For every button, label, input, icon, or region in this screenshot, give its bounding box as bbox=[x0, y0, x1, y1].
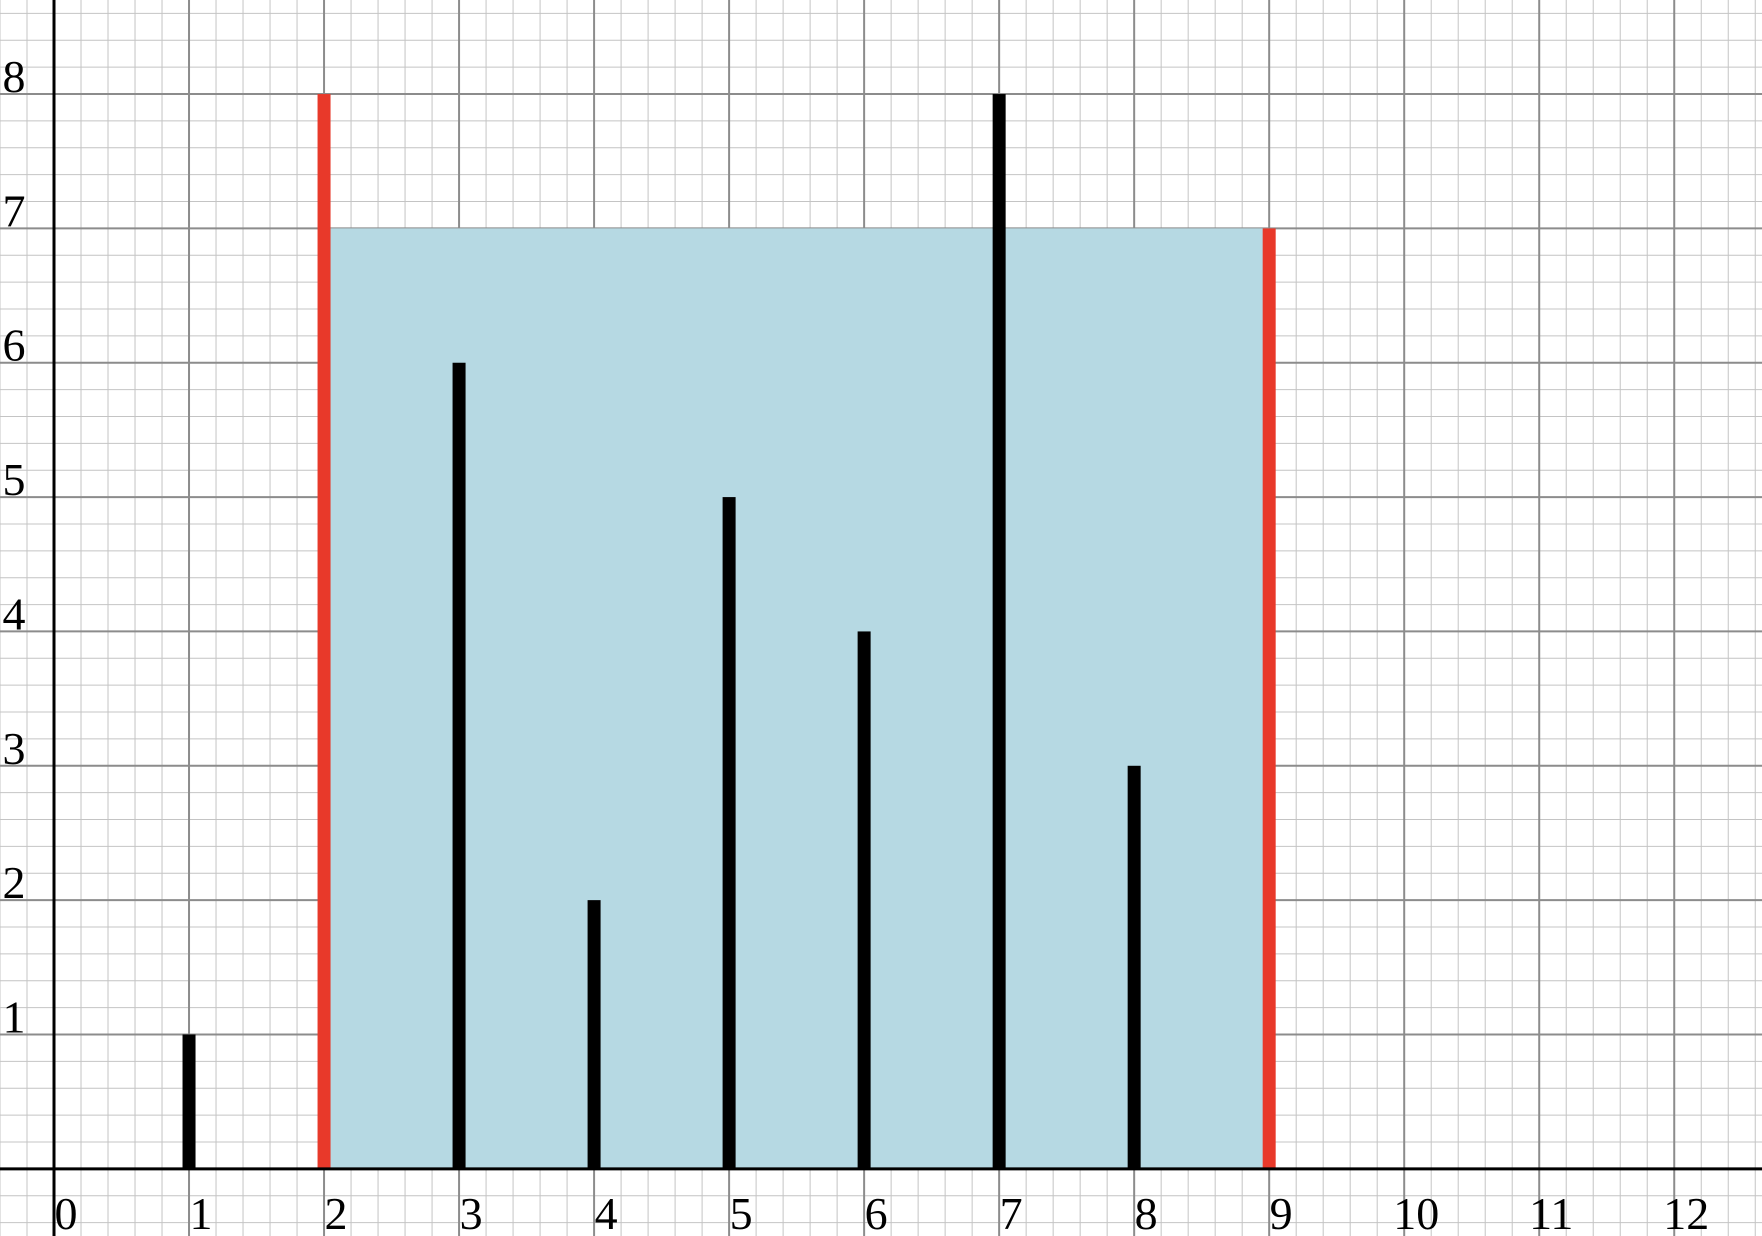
x-tick-label: 1 bbox=[190, 1188, 213, 1236]
bar-6 bbox=[857, 631, 871, 1169]
y-tick-label: 7 bbox=[3, 185, 26, 236]
highlighted-bar-9 bbox=[1262, 228, 1276, 1169]
highlighted-bar-2 bbox=[317, 94, 331, 1169]
x-tick-label: 5 bbox=[730, 1188, 753, 1236]
x-tick-label: 4 bbox=[595, 1188, 618, 1236]
x-tick-label: 2 bbox=[325, 1188, 348, 1236]
y-tick-label: 6 bbox=[3, 320, 26, 371]
y-tick-label: 1 bbox=[3, 991, 26, 1042]
bar-7 bbox=[992, 94, 1006, 1169]
x-tick-label: 6 bbox=[865, 1188, 888, 1236]
x-tick-label: 9 bbox=[1270, 1188, 1293, 1236]
y-tick-label: 3 bbox=[3, 723, 26, 774]
x-tick-label: 8 bbox=[1135, 1188, 1158, 1236]
bar-5 bbox=[722, 497, 736, 1169]
y-tick-label: 4 bbox=[3, 588, 26, 639]
y-tick-label: 8 bbox=[3, 51, 26, 102]
y-tick-label: 5 bbox=[3, 454, 26, 505]
x-tick-label: 11 bbox=[1529, 1188, 1573, 1236]
x-tick-label: 12 bbox=[1663, 1188, 1709, 1236]
x-tick-label: 10 bbox=[1393, 1188, 1439, 1236]
bar-8 bbox=[1127, 765, 1141, 1169]
bars bbox=[182, 94, 1276, 1169]
bar-3 bbox=[452, 362, 466, 1169]
bar-4 bbox=[587, 900, 601, 1169]
bar-1 bbox=[182, 1034, 196, 1169]
x-tick-label: 3 bbox=[460, 1188, 483, 1236]
x-tick-label: 7 bbox=[1000, 1188, 1023, 1236]
shaded-area bbox=[324, 228, 1270, 1169]
y-tick-label: 2 bbox=[3, 857, 26, 908]
x-tick-label: 0 bbox=[55, 1188, 78, 1236]
